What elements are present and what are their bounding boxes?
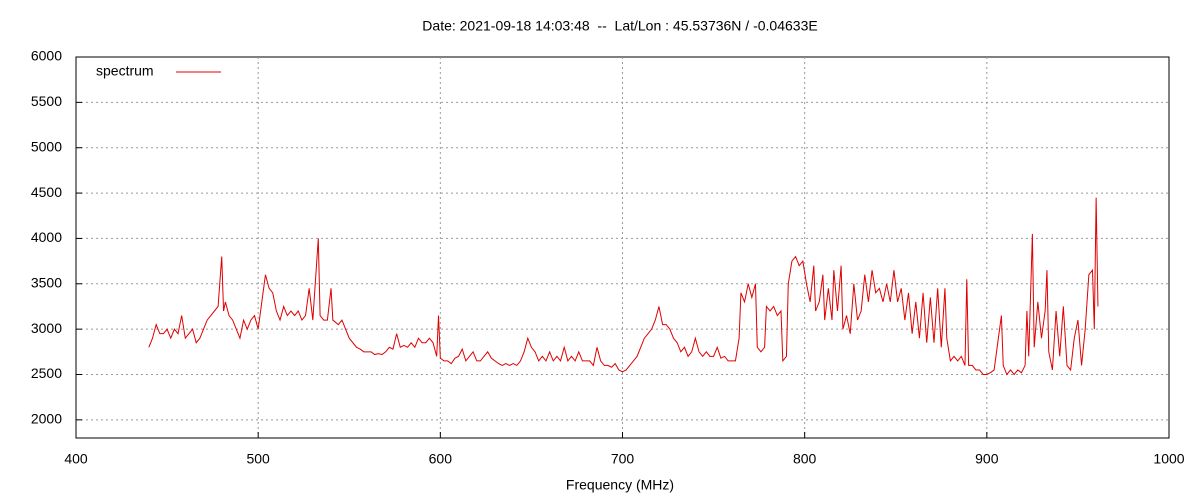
y-tick-label: 5000: [31, 138, 62, 154]
x-axis-label: Frequency (MHz): [566, 477, 674, 493]
y-tick-label: 6000: [31, 48, 62, 64]
x-tick-label: 600: [429, 451, 453, 467]
y-tick-label: 4500: [31, 184, 62, 200]
y-tick-label: 3500: [31, 274, 62, 290]
y-tick-label: 4000: [31, 229, 62, 245]
x-tick-label: 800: [793, 451, 817, 467]
spectrum-line: [148, 197, 1099, 376]
y-tick-label: 5500: [31, 93, 62, 109]
x-tick-label: 700: [611, 451, 635, 467]
x-tick-label: 1000: [1153, 451, 1184, 467]
x-tick-label: 500: [246, 451, 270, 467]
x-tick-label: 900: [975, 451, 999, 467]
legend-label: spectrum: [96, 63, 154, 79]
y-tick-label: 3000: [31, 320, 62, 336]
chart-title: Date: 2021-09-18 14:03:48 -- Lat/Lon : 4…: [422, 18, 817, 34]
y-tick-label: 2500: [31, 365, 62, 381]
y-tick-label: 2000: [31, 411, 62, 427]
x-tick-label: 400: [64, 451, 88, 467]
